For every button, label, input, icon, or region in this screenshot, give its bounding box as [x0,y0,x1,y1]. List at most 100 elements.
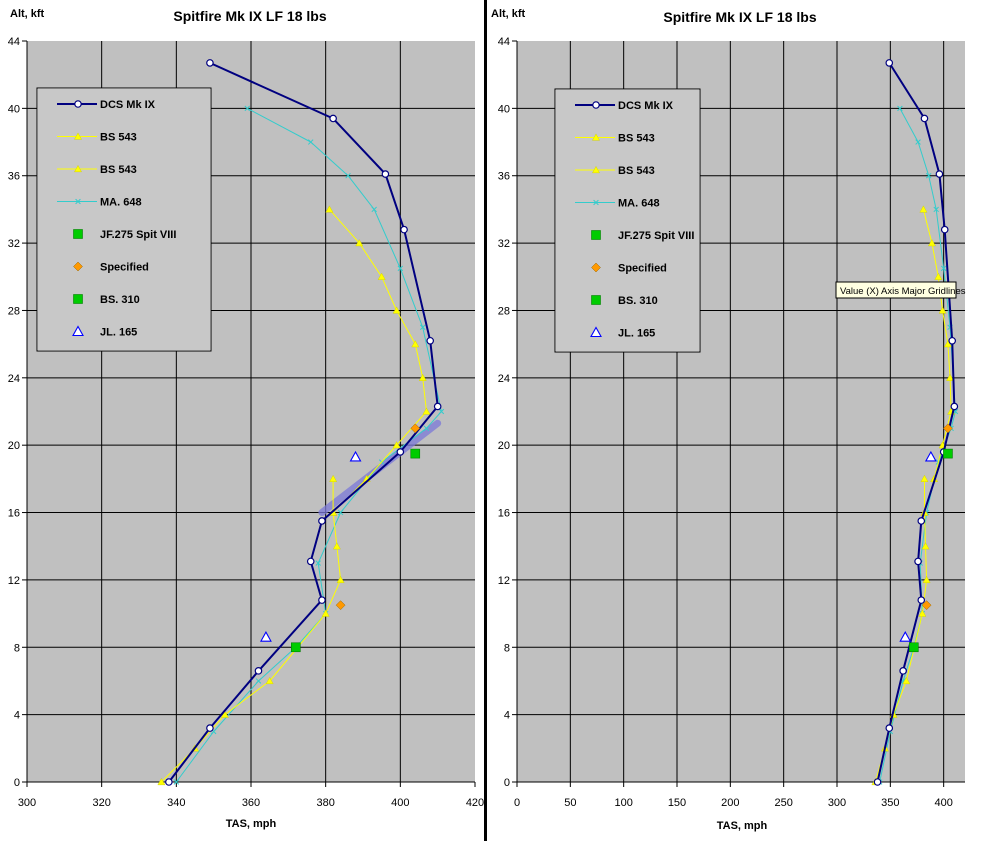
legend-label: Specified [100,262,149,274]
x-tick-label: 400 [934,797,952,809]
x-tick-label: 320 [92,797,110,809]
chart-1: 300 320 340 360 380 400 4200481216202428323640… [8,8,484,830]
tooltip-text: Value (X) Axis Major Gridlines [840,286,966,297]
data-point [918,518,924,524]
legend-label: BS. 310 [100,294,140,306]
legend-label: JL. 165 [618,328,655,340]
series-bs-310 [411,449,420,458]
legend-label: BS 543 [100,132,137,144]
x-tick-label: 50 [564,797,576,809]
y-tick-label: 0 [14,777,20,789]
y-tick-label: 36 [498,171,510,183]
legend-label: BS. 310 [618,295,658,307]
legend-label: BS 543 [100,164,137,176]
legend: DCS Mk IX BS 543 BS 543 MA. 648 JF.275 Spit … [37,88,211,351]
data-point [207,60,213,66]
legend-label: JF.275 Spit VIII [100,229,176,241]
y-tick-label: 36 [8,171,20,183]
y-tick-label: 4 [14,710,20,722]
y-tick-label: 24 [498,373,510,385]
x-tick-label: 100 [614,797,632,809]
data-point [942,226,948,232]
y-tick-label: 44 [498,36,510,48]
legend-label: JF.275 Spit VIII [618,230,694,242]
data-point [943,449,952,458]
legend-label: DCS Mk IX [100,99,156,111]
data-point [886,725,892,731]
data-point [291,643,300,652]
x-axis-label: TAS, mph [717,820,768,832]
x-tick-label: 350 [881,797,899,809]
data-point [382,171,388,177]
y-tick-label: 8 [14,642,20,654]
data-point [308,558,314,564]
data-point [915,558,921,564]
legend-marker [592,231,601,240]
y-tick-label: 16 [498,508,510,520]
data-point [874,779,880,785]
y-tick-label: 12 [498,575,510,587]
y-tick-label: 0 [504,777,510,789]
x-tick-label: 360 [242,797,260,809]
legend-label: BS 543 [618,165,655,177]
legend-label: DCS Mk IX [618,100,674,112]
data-point [207,725,213,731]
y-axis-label: Alt, kft [491,8,526,20]
x-tick-label: 150 [668,797,686,809]
legend-label: BS 543 [618,133,655,145]
data-point [434,403,440,409]
legend-label: MA. 648 [618,198,660,210]
x-tick-label: 200 [721,797,739,809]
y-tick-label: 28 [498,305,510,317]
data-point [949,338,955,344]
y-tick-label: 12 [8,575,20,587]
x-tick-label: 380 [316,797,334,809]
legend-marker [592,296,601,305]
y-tick-label: 16 [8,508,20,520]
y-tick-label: 8 [504,642,510,654]
data-point [330,115,336,121]
y-tick-label: 20 [498,440,510,452]
legend-label: MA. 648 [100,197,142,209]
legend: DCS Mk IX BS 543 BS 543 MA. 648 JF.275 Spit … [555,89,700,352]
data-point [936,171,942,177]
data-point [397,449,403,455]
x-axis-label: TAS, mph [226,818,277,830]
y-tick-label: 44 [8,36,20,48]
legend-marker [74,230,83,239]
y-tick-label: 28 [8,305,20,317]
data-point [401,226,407,232]
legend-marker [74,295,83,304]
data-point [319,518,325,524]
data-point [255,668,261,674]
x-tick-label: 250 [774,797,792,809]
legend-label: Specified [618,263,667,275]
data-point [951,403,957,409]
data-point [411,449,420,458]
x-tick-label: 420 [466,797,484,809]
x-tick-label: 0 [514,797,520,809]
legend-fill [38,89,210,350]
legend-marker [593,102,599,108]
y-tick-label: 32 [8,238,20,250]
data-point [427,338,433,344]
series-bs-310 [943,449,952,458]
legend-fill [556,90,699,351]
data-point [319,597,325,603]
chart-title: Spitfire Mk IX LF 18 lbs [173,8,326,24]
y-tick-label: 40 [498,103,510,115]
x-tick-label: 340 [167,797,185,809]
data-point [918,597,924,603]
y-tick-label: 20 [8,440,20,452]
y-tick-label: 24 [8,373,20,385]
legend-marker [75,101,81,107]
data-point [909,643,918,652]
series-jf-275-spit-viii [909,643,918,652]
x-tick-label: 400 [391,797,409,809]
series-jf-275-spit-viii [291,643,300,652]
y-axis-label: Alt, kft [10,8,45,20]
y-tick-label: 32 [498,238,510,250]
chart-title: Spitfire Mk IX LF 18 lbs [663,9,816,25]
x-tick-label: 300 [828,797,846,809]
